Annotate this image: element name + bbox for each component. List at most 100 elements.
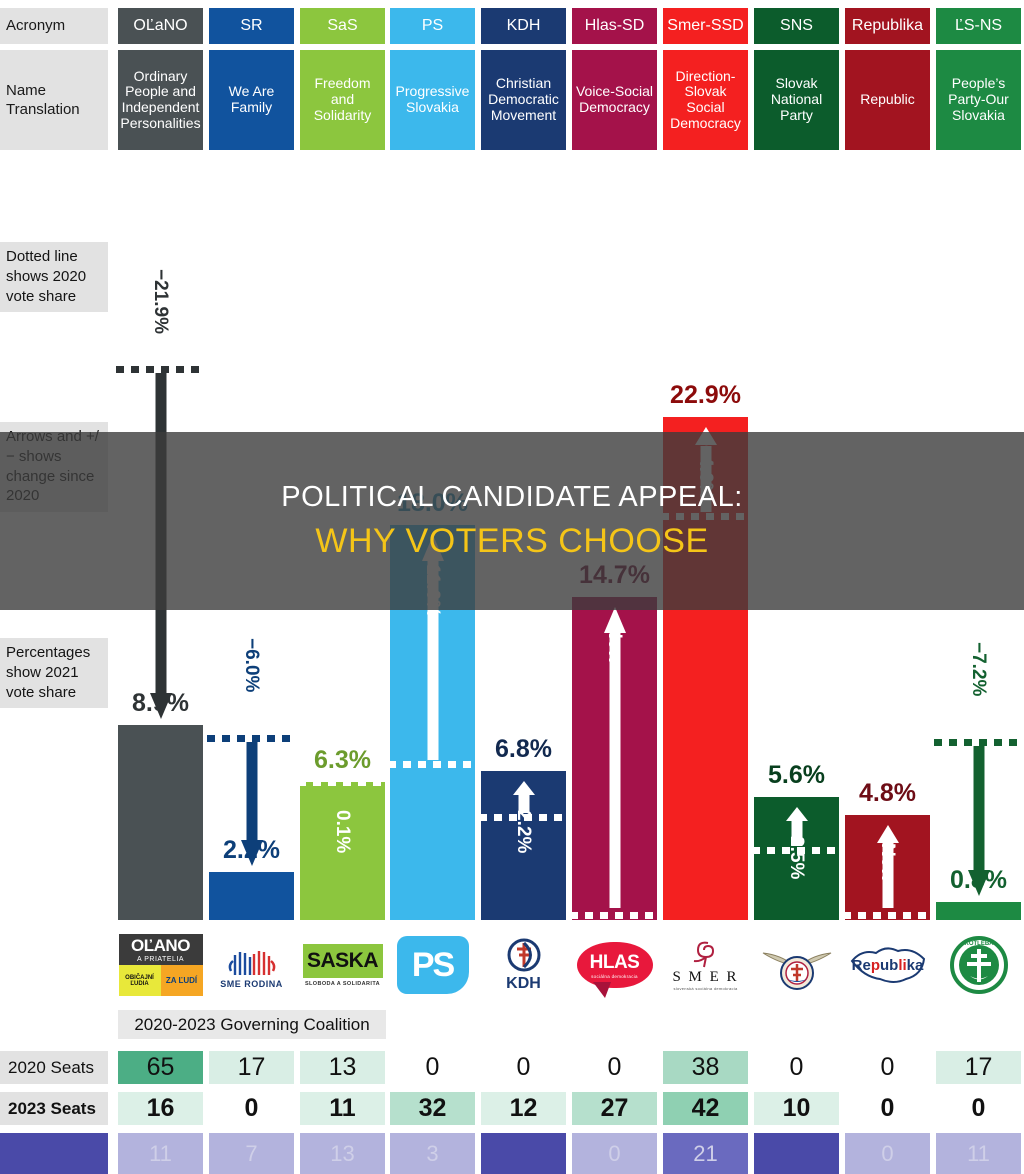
seats-row3-cell: 11	[118, 1133, 203, 1174]
seats-2020-cell: 0	[880, 1053, 895, 1081]
seats-row3-cell: 21	[663, 1133, 748, 1174]
hlas-logo: HLAS sociálna demokracia	[572, 932, 657, 998]
saska-logo: SASKA SLOBODA A SOLIDARITA	[300, 932, 385, 998]
seats-row3-cell: 0	[845, 1133, 930, 1174]
change-arrow	[595, 607, 635, 908]
seats-2020-cell: 17	[936, 1051, 1021, 1084]
seats-row3-cell	[481, 1133, 566, 1174]
bar-sas	[300, 781, 385, 920]
smer-logo: S M E R slovenská sociálna demokracia	[663, 932, 748, 998]
change-label-ľs-ns: −7.2%	[967, 642, 989, 697]
seats-2020-cell: 17	[209, 1051, 294, 1084]
seats-2020-cell: 0	[425, 1053, 440, 1081]
name-translation-cell-ps: Progressive Slovakia	[390, 50, 475, 150]
dotted-2020-line-sr	[207, 734, 296, 742]
seats-2020-cell: 0	[607, 1053, 622, 1081]
change-label-sas: 0.1%	[331, 809, 353, 853]
name-translation-cell-oľano: Ordinary People and Independent Personal…	[118, 50, 203, 150]
name-translation-cell-sns: Slovak National Party	[754, 50, 839, 150]
seats-row3-cell	[754, 1133, 839, 1174]
seats-2023-cell: 42	[663, 1092, 748, 1125]
olano-logo: OĽANO A PRIATELIA OBIČAJNÍ ĽUDIA ZA ĽUDÍ	[118, 932, 203, 998]
acronym-cell-sr: SR	[209, 8, 294, 44]
seats-row3-cell: 11	[936, 1133, 1021, 1174]
seats-2023-cell: 10	[754, 1092, 839, 1125]
change-arrow	[868, 824, 908, 908]
kdh-logo: KDH	[481, 932, 566, 998]
acronym-cell-ľs-ns: ĽS-NS	[936, 8, 1021, 44]
dotted-2020-line-sas	[298, 778, 387, 786]
seats-2023-cell: 0	[244, 1094, 259, 1122]
value-label-sns: 5.6%	[768, 761, 825, 790]
seats-2023-cell: 27	[572, 1092, 657, 1125]
value-label-sas: 6.3%	[314, 745, 371, 774]
name-translation-cell-sas: Freedom and Solidarity	[300, 50, 385, 150]
bar-ľs-ns	[936, 902, 1021, 920]
change-label-hlas-sd: New	[603, 625, 625, 665]
ps-logo: PS	[390, 932, 475, 998]
row-label-seats-2020: 2020 Seats	[0, 1051, 108, 1084]
sns-logo	[754, 932, 839, 998]
overlay-line-2: WHY VOTERS CHOOSE	[315, 522, 709, 560]
acronym-cell-ps: PS	[390, 8, 475, 44]
dotted-2020-line-kdh	[479, 813, 568, 821]
change-arrow	[232, 741, 272, 866]
note-dotted-line: Dotted line shows 2020 vote share	[0, 242, 108, 313]
seats-2020-cell: 13	[300, 1051, 385, 1084]
change-arrow	[959, 746, 999, 897]
seats-2023-cell: 16	[118, 1092, 203, 1125]
acronym-cell-kdh: KDH	[481, 8, 566, 44]
name-translation-cell-kdh: Christian Democratic Movement	[481, 50, 566, 150]
seats-2020-cell: 0	[516, 1053, 531, 1081]
bar-sr	[209, 871, 294, 920]
seats-2020-cell: 65	[118, 1051, 203, 1084]
change-label-oľano: −21.9%	[149, 269, 171, 334]
seats-2023-cell: 0	[880, 1094, 895, 1122]
note-percentages: Percentages show 2021 vote share	[0, 638, 108, 709]
seats-2023-cell: 32	[390, 1092, 475, 1125]
value-label-republika: 4.8%	[859, 778, 916, 807]
dotted-baseline-hlas-sd	[570, 912, 659, 919]
seats-2023-cell: 11	[300, 1092, 385, 1125]
dotted-2020-line-oľano	[116, 366, 205, 373]
name-translation-cell-ľs-ns: People’s Party-Our Slovakia	[936, 50, 1021, 150]
sme-rodina-logo: SME RODINA	[209, 932, 294, 998]
acronym-cell-oľano: OĽaNO	[118, 8, 203, 44]
row-label-extra	[0, 1133, 108, 1174]
name-translation-cell-hlas-sd: Voice-Social Democracy	[572, 50, 657, 150]
dotted-2020-line-sns	[752, 846, 841, 854]
seats-2020-cell: 38	[663, 1051, 748, 1084]
republika-logo: Republika	[845, 932, 930, 998]
seats-2023-cell: 0	[971, 1094, 986, 1122]
dotted-baseline-republika	[843, 912, 932, 919]
seats-row3-cell: 0	[572, 1133, 657, 1174]
acronym-cell-sns: SNS	[754, 8, 839, 44]
bar-oľano	[118, 724, 203, 920]
change-label-sr: −6.0%	[240, 637, 262, 693]
row-label-name-translation: Name Translation	[0, 50, 108, 150]
name-translation-cell-smer-ssd: Direction-Slovak Social Democracy	[663, 50, 748, 150]
seats-2023-cell: 12	[481, 1092, 566, 1125]
overlay-line-1: POLITICAL CANDIDATE APPEAL:	[281, 481, 743, 513]
dotted-2020-line-ľs-ns	[934, 739, 1023, 747]
coalition-banner: 2020-2023 Governing Coalition	[118, 1010, 386, 1039]
seats-row3-cell: 7	[209, 1133, 294, 1174]
name-translation-cell-republika: Republic	[845, 50, 930, 150]
acronym-cell-hlas-sd: Hlas-SD	[572, 8, 657, 44]
acronym-cell-sas: SaS	[300, 8, 385, 44]
acronym-cell-smer-ssd: Smer-SSD	[663, 8, 748, 44]
change-label-kdh: +2.2%	[512, 798, 534, 854]
name-translation-cell-sr: We Are Family	[209, 50, 294, 150]
seats-row3-cell: 13	[300, 1133, 385, 1174]
acronym-cell-republika: Republika	[845, 8, 930, 44]
change-arrow	[777, 807, 817, 846]
kotleba-logo: KOTLEBA	[936, 932, 1021, 998]
change-label-republika: New	[876, 842, 898, 882]
row-label-seats-2023: 2023 Seats	[0, 1092, 108, 1125]
value-label-kdh: 6.8%	[495, 734, 552, 763]
value-label-smer-ssd: 22.9%	[670, 381, 741, 410]
change-label-sns: +2.5%	[785, 825, 807, 880]
row-label-acronym: Acronym	[0, 8, 108, 44]
change-arrow	[504, 780, 544, 813]
title-overlay: POLITICAL CANDIDATE APPEAL: WHY VOTERS C…	[0, 432, 1024, 610]
